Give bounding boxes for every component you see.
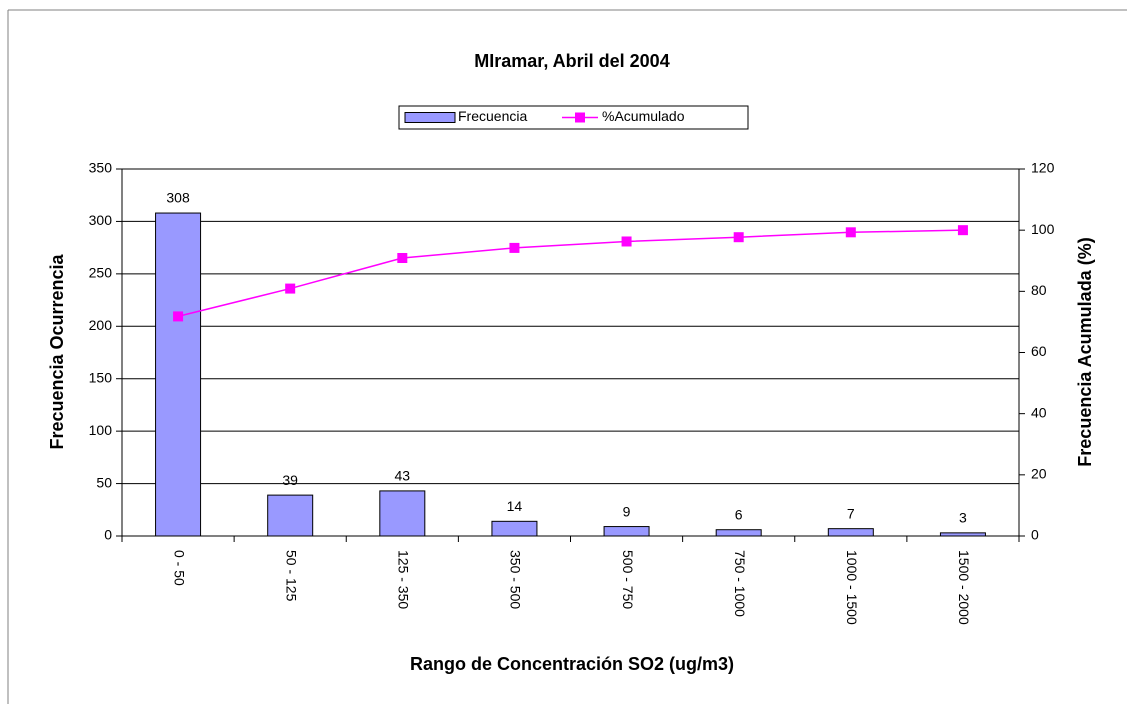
data-label: 14 [507, 498, 523, 514]
y-tick-label: 300 [89, 212, 113, 228]
bar [379, 490, 426, 537]
y2-tick-label: 20 [1031, 466, 1047, 482]
y-tick-label: 100 [89, 422, 113, 438]
marker [733, 232, 744, 243]
y-tick-label: 200 [89, 317, 113, 333]
bar [715, 529, 762, 537]
y2-tick-label: 80 [1031, 282, 1047, 298]
bar [491, 520, 538, 537]
y2-tick-label: 60 [1031, 343, 1047, 359]
x-tick-label: 50 - 125 [283, 550, 299, 602]
bar [155, 212, 202, 537]
data-label: 39 [282, 472, 298, 488]
bar [603, 526, 650, 537]
y-tick-label: 250 [89, 265, 113, 281]
y-tick-label: 50 [96, 474, 112, 490]
y-tick-label: 150 [89, 369, 113, 385]
data-label: 3 [959, 510, 967, 526]
legend-label: %Acumulado [602, 108, 685, 124]
marker [397, 252, 408, 263]
data-label: 7 [847, 505, 855, 521]
x-tick-label: 1500 - 2000 [956, 550, 972, 625]
bar [827, 528, 874, 537]
y2-axis-title: Frecuencia Acumulada (%) [1075, 237, 1095, 466]
marker [957, 225, 968, 236]
legend-label: Frecuencia [458, 108, 527, 124]
marker [621, 236, 632, 247]
x-tick-label: 350 - 500 [508, 550, 524, 609]
y2-tick-label: 100 [1031, 221, 1055, 237]
x-tick-label: 0 - 50 [171, 550, 187, 586]
data-label: 9 [623, 503, 631, 519]
line [177, 229, 963, 318]
data-label: 6 [735, 506, 743, 522]
x-axis-title: Rango de Concentración SO2 (ug/m3) [410, 654, 734, 674]
bar [939, 532, 986, 537]
y2-tick-label: 0 [1031, 527, 1039, 543]
marker [173, 311, 184, 322]
chart-title: MIramar, Abril del 2004 [474, 51, 669, 71]
marker [509, 242, 520, 253]
marker [285, 283, 296, 294]
marker [845, 227, 856, 238]
legend-swatch [404, 112, 456, 123]
y2-tick-label: 40 [1031, 404, 1047, 420]
y2-tick-label: 120 [1031, 160, 1055, 176]
legend-swatch [575, 112, 585, 123]
x-tick-label: 750 - 1000 [732, 550, 748, 617]
x-tick-label: 125 - 350 [396, 550, 412, 609]
data-label: 308 [166, 190, 190, 206]
data-label: 43 [395, 468, 411, 484]
y-tick-label: 350 [89, 160, 113, 176]
y-axis-title: Frecuencia Ocurrencia [47, 253, 67, 449]
x-tick-label: 1000 - 1500 [844, 550, 860, 625]
bar [267, 494, 314, 537]
x-tick-label: 500 - 750 [620, 550, 636, 609]
y-tick-label: 0 [104, 527, 112, 543]
